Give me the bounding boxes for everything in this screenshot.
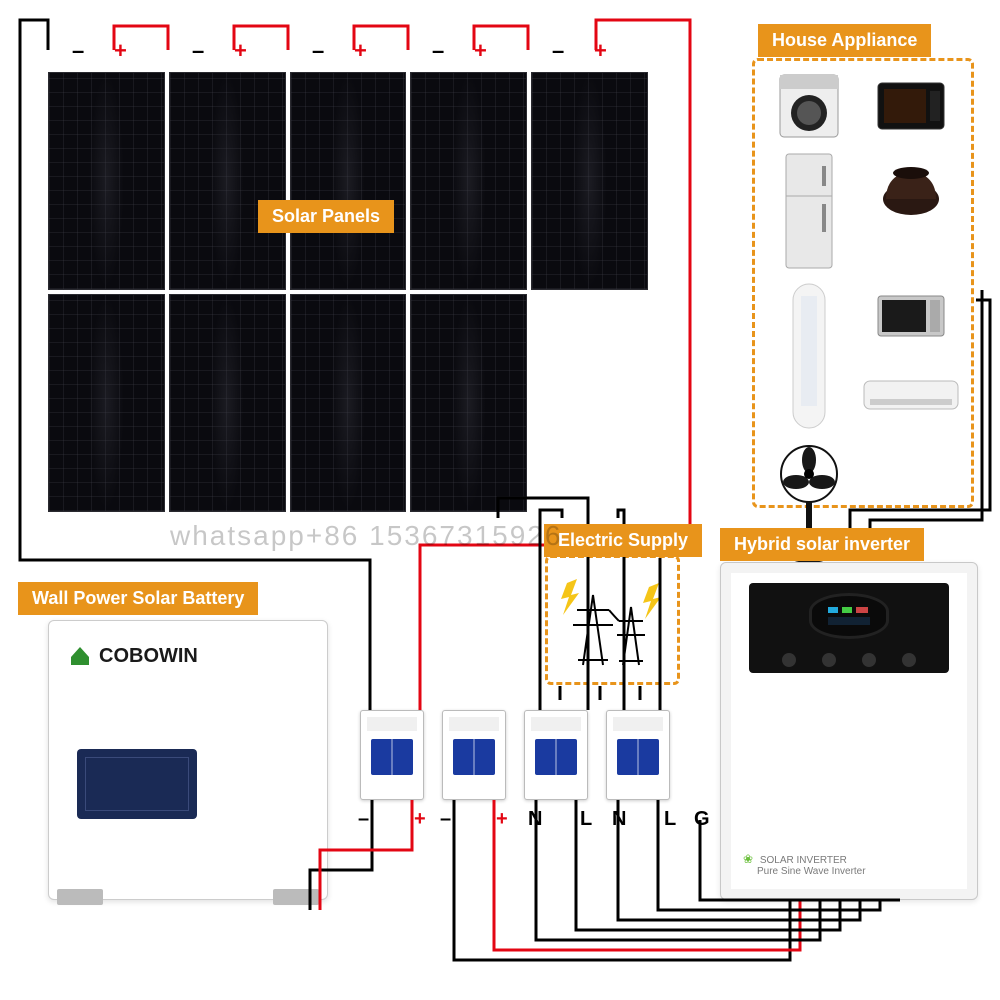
wiring-layer [0, 0, 1000, 1000]
inverter-label: Hybrid solar inverter [720, 528, 924, 561]
house-appliance-label: House Appliance [758, 24, 931, 57]
electric-supply-label: Electric Supply [544, 524, 702, 557]
solar-panels-label: Solar Panels [258, 200, 394, 233]
watermark-text: whatsapp+86 15367315926 [170, 520, 562, 552]
wall-battery-label: Wall Power Solar Battery [18, 582, 258, 615]
